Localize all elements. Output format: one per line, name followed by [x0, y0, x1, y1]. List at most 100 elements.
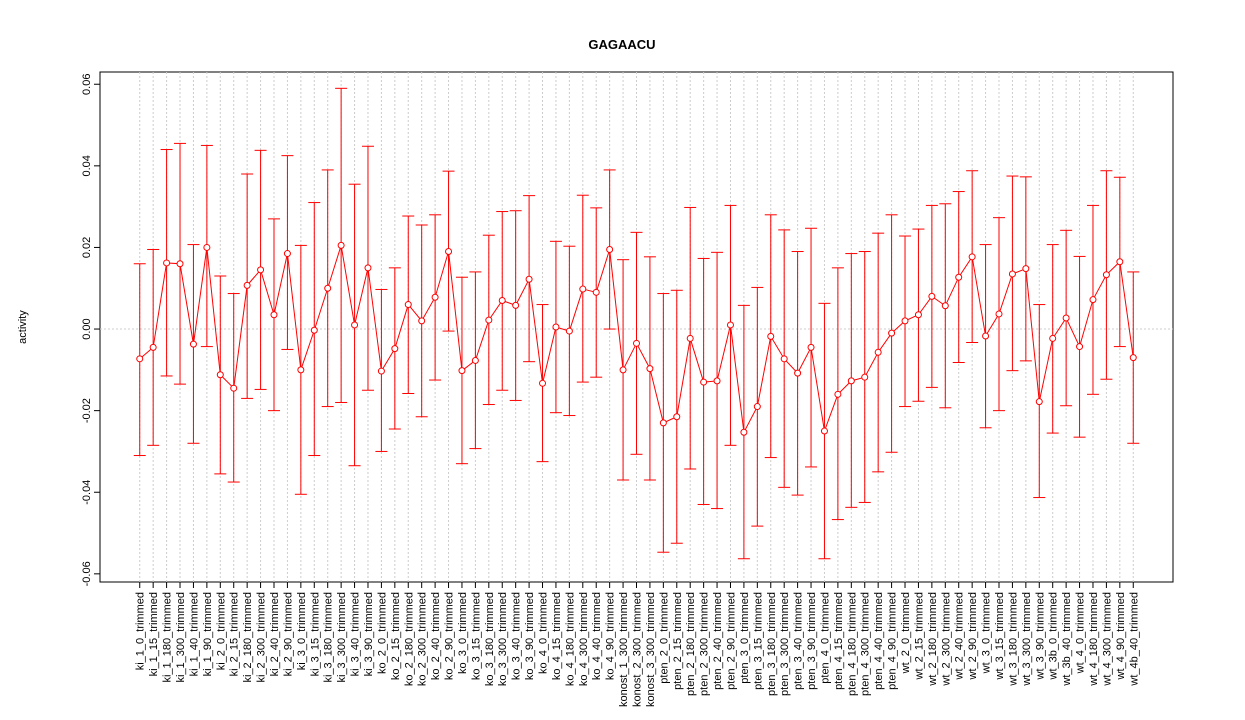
x-tick-label: ko_3_300_trimmed: [497, 592, 509, 686]
point: [377, 367, 385, 375]
point: [700, 378, 708, 386]
x-tick-label: pten_3_0_trimmed: [739, 592, 751, 684]
x-tick-label: ko_4_15_trimmed: [551, 592, 563, 680]
x-tick-label: pten_2_90_trimmed: [725, 592, 737, 690]
point: [337, 241, 345, 249]
x-tick-label: wt_2_90_trimmed: [967, 592, 979, 680]
point: [431, 293, 439, 301]
x-tick-label: wt_3_15_trimmed: [994, 592, 1006, 680]
point: [861, 373, 869, 381]
point: [633, 339, 640, 347]
point: [1116, 258, 1124, 266]
point: [1129, 354, 1137, 362]
x-tick-label: ki_3_0_trimmed: [296, 592, 308, 670]
point: [753, 403, 761, 411]
point: [1062, 314, 1070, 322]
point: [968, 253, 976, 261]
x-tick-label: konost_2_300_trimmed: [632, 592, 644, 707]
point: [955, 273, 963, 281]
x-tick-label: wt_2_180_trimmed: [927, 592, 939, 687]
x-tick-label: ko_4_0_trimmed: [538, 592, 550, 674]
point: [310, 326, 318, 334]
point: [901, 317, 909, 325]
x-tick-label: wt_4_0_trimmed: [1075, 592, 1087, 674]
x-tick-label: pten_3_90_trimmed: [806, 592, 818, 690]
point: [659, 419, 667, 427]
x-tick-label: ki_1_40_trimmed: [188, 592, 200, 676]
y-tick-label: 0.04: [81, 155, 93, 176]
point: [149, 343, 157, 351]
x-tick-label: ki_2_300_trimmed: [256, 592, 268, 683]
x-tick-label: ki_2_180_trimmed: [242, 592, 254, 683]
x-tick-label: wt_4_90_trimmed: [1115, 592, 1127, 680]
point: [471, 356, 479, 364]
y-tick-label: -0.04: [81, 480, 93, 505]
x-tick-label: pten_2_40_trimmed: [712, 592, 724, 690]
point: [982, 332, 990, 340]
x-tick-label: wt_3_0_trimmed: [981, 592, 993, 674]
x-tick-label: wt_4_180_trimmed: [1088, 592, 1100, 687]
point: [203, 243, 211, 251]
x-tick-label: ko_2_180_trimmed: [403, 592, 415, 686]
point: [995, 310, 1003, 318]
point: [445, 248, 453, 256]
point: [163, 259, 171, 267]
x-tick-label: ki_3_90_trimmed: [363, 592, 375, 676]
point: [619, 366, 627, 374]
point: [847, 377, 855, 385]
x-tick-label: konost_3_300_trimmed: [645, 592, 657, 707]
point: [874, 348, 882, 356]
x-tick-label: ki_2_15_trimmed: [229, 592, 241, 676]
x-tick-label: ko_4_90_trimmed: [605, 592, 617, 680]
point: [404, 301, 412, 309]
x-tick-label: ki_1_300_trimmed: [175, 592, 187, 683]
x-tick-label: wt_2_40_trimmed: [954, 592, 966, 680]
point: [1076, 343, 1084, 351]
x-tick-label: pten_4_180_trimmed: [846, 592, 858, 696]
point: [888, 329, 896, 337]
point: [673, 413, 681, 421]
x-tick-label: pten_4_90_trimmed: [887, 592, 899, 690]
point: [686, 334, 694, 342]
point: [807, 343, 815, 351]
x-tick-label: pten_4_0_trimmed: [819, 592, 831, 684]
x-tick-label: wt_3b_40_trimmed: [1061, 592, 1073, 687]
chart-title: GAGAACU: [588, 37, 655, 52]
point: [257, 266, 265, 274]
x-tick-label: pten_3_40_trimmed: [793, 592, 805, 690]
point: [176, 260, 184, 268]
point: [351, 321, 359, 329]
x-tick-label: pten_2_0_trimmed: [658, 592, 670, 684]
point: [941, 302, 949, 310]
x-tick-label: wt_3_90_trimmed: [1034, 592, 1046, 680]
x-tick-label: ko_2_90_trimmed: [444, 592, 456, 680]
point: [498, 296, 506, 304]
point: [928, 292, 936, 300]
x-tick-label: ki_1_0_trimmed: [135, 592, 147, 670]
point: [726, 321, 734, 329]
x-tick-label: ko_2_300_trimmed: [417, 592, 429, 686]
x-tick-label: ki_2_40_trimmed: [269, 592, 281, 676]
x-tick-label: ko_3_40_trimmed: [511, 592, 523, 680]
x-tick-label: ko_4_40_trimmed: [591, 592, 603, 680]
y-tick-label: 0.02: [81, 237, 93, 258]
y-tick-label: -0.06: [81, 561, 93, 586]
x-tick-label: wt_2_0_trimmed: [900, 592, 912, 674]
x-tick-label: wt_4b_40_trimmed: [1128, 592, 1140, 687]
point: [794, 369, 802, 377]
x-tick-label: ki_3_15_trimmed: [309, 592, 321, 676]
x-tick-label: ko_2_40_trimmed: [430, 592, 442, 680]
x-tick-label: konost_1_300_trimmed: [618, 592, 630, 707]
point: [216, 371, 224, 379]
point: [592, 288, 600, 296]
x-tick-label: wt_3_300_trimmed: [1021, 592, 1033, 687]
x-tick-label: ki_2_90_trimmed: [282, 592, 294, 676]
point: [780, 355, 788, 363]
point: [646, 365, 654, 373]
point: [579, 285, 587, 293]
point: [539, 379, 547, 387]
point: [297, 366, 305, 374]
y-tick-label: -0.02: [81, 398, 93, 423]
y-axis-label: activity: [17, 310, 29, 344]
